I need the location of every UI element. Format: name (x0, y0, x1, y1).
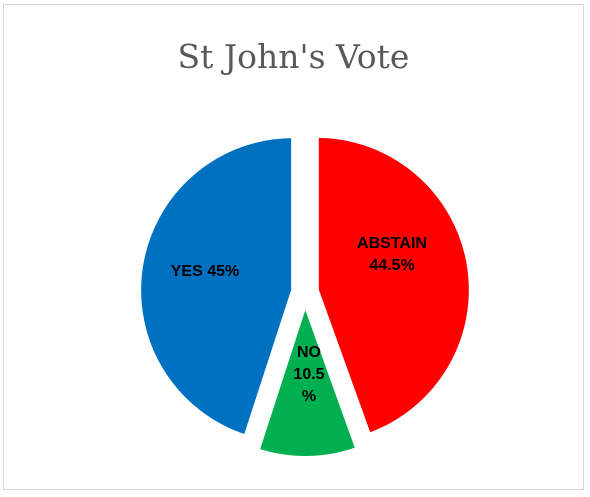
slice-label-yes: YES 45% (171, 263, 239, 280)
chart-title: St John's Vote (177, 37, 410, 76)
pie-slice-abstain (314, 133, 473, 437)
slice-label-abstain: ABSTAIN 44.5% (357, 235, 427, 274)
pie-slice-yes (137, 134, 296, 439)
pie-slice-no (255, 301, 360, 460)
slice-label-no: NO 10.5% (293, 344, 324, 405)
